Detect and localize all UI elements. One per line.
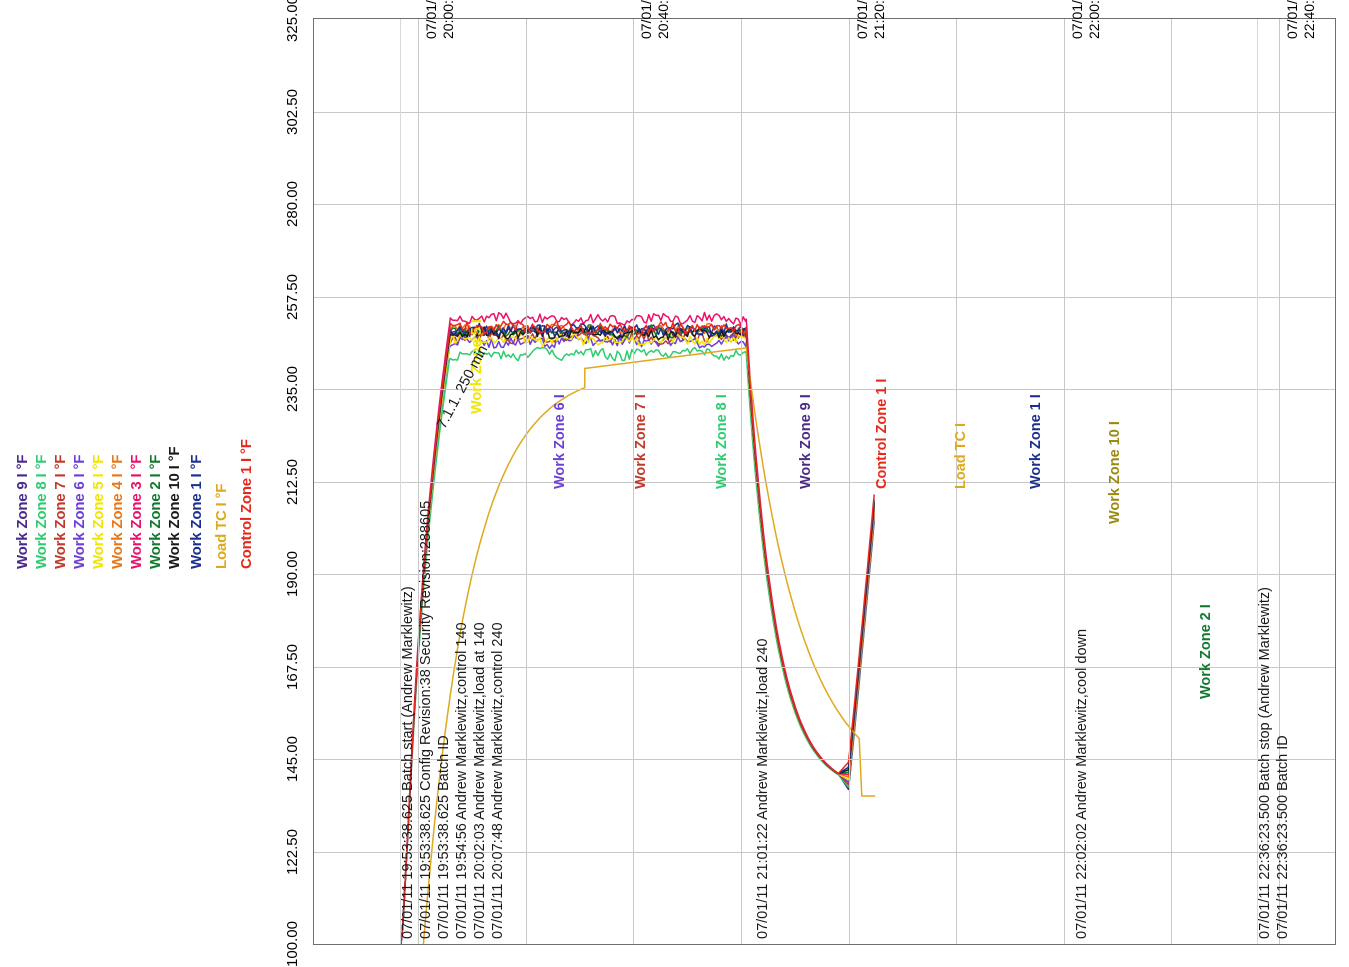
x-axis-tick-time: 21:20:00: [871, 0, 887, 39]
grid-line-horizontal: [314, 204, 1335, 205]
legend: Work Zone 9 I °F Work Zone 8 I °F Work Zon…: [0, 0, 265, 964]
legend-item-label: Work Zone 3 I °F: [128, 454, 145, 569]
event-annotation-label: 07/01/11 22:36:23.500 Batch ID: [1275, 735, 1291, 939]
y-axis-tick-label: 257.50: [284, 273, 301, 320]
legend-item-label: Work Zone 10 I °F: [166, 446, 183, 569]
legend-item-label: Work Zone 5 I °F: [90, 454, 107, 569]
series-tag-label: Work Zone 1 I: [1028, 394, 1044, 489]
event-marker-line: [1257, 19, 1258, 944]
x-axis-tick-time: 20:00:00: [440, 0, 456, 39]
event-annotation-label: 07/01/11 22:02:02 Andrew Marklewitz,cool…: [1074, 628, 1090, 939]
legend-item-label: Work Zone 7 I °F: [52, 454, 69, 569]
event-annotation-label: 07/01/11 21:01:22 Andrew Marklewitz,load…: [755, 638, 771, 939]
x-axis-tick-time: 22:00:00: [1086, 0, 1102, 39]
y-axis-tick-label: 302.50: [284, 88, 301, 135]
grid-line-horizontal: [314, 296, 1335, 298]
series-tag-label: Work Zone 2 I: [1198, 604, 1214, 699]
event-annotation-label: 07/01/11 19:53:38.625 Config Revision:38…: [418, 500, 434, 939]
y-axis: 100.00 122.50 145.00 167.50 190.00 212.50 235.…: [268, 0, 312, 967]
event-annotation-label: 07/01/11 19:53:38.625 Batch ID: [436, 735, 452, 939]
chart-plot-area[interactable]: 07/01/11 20:00:00 07/01/11 20:40:00 07/01/11…: [313, 0, 1336, 945]
y-axis-tick-label: 167.50: [284, 643, 301, 690]
event-annotation-label: 07/01/11 19:54:56 Andrew Marklewitz,cont…: [454, 622, 470, 939]
y-axis-tick-label: 100.00: [284, 921, 301, 967]
legend-item-label: Work Zone 9 I °F: [14, 454, 31, 569]
series-tag-label: Work Zone 9 I: [798, 394, 814, 489]
series-lines: [400, 311, 876, 944]
y-axis-tick-label: 280.00: [284, 181, 301, 227]
y-axis-tick-label: 325.00: [284, 0, 301, 42]
y-axis-tick-label: 212.50: [284, 458, 301, 505]
y-axis-tick-label: 145.00: [284, 736, 301, 782]
grid-line-horizontal: [314, 666, 1335, 668]
legend-item-label: Work Zone 4 I °F: [109, 454, 126, 569]
event-annotation-label: 07/01/11 22:36:23.500 Batch stop (Andrew…: [1257, 587, 1273, 939]
event-marker-line: [400, 19, 401, 944]
grid-line-horizontal: [314, 759, 1335, 760]
y-axis-tick-label: 235.00: [284, 366, 301, 412]
event-annotation-label: 07/01/11 19:53:38.625 Batch start (Andre…: [400, 586, 416, 939]
legend-item-label: Work Zone 1 I °F: [188, 454, 205, 569]
event-annotation-label: 07/01/11 20:02:03 Andrew Marklewitz,load…: [472, 622, 488, 939]
series-tag-label: Work Zone 6 I: [552, 394, 568, 489]
series-line-control-zone-1-i: [400, 320, 875, 944]
grid-line-horizontal: [314, 574, 1335, 575]
x-axis-tick-date: 07/01/11: [1284, 0, 1300, 39]
grid-line-horizontal: [314, 111, 1335, 113]
legend-item-label: Work Zone 8 I °F: [33, 454, 50, 569]
x-axis-tick-date: 07/01/11: [1069, 0, 1085, 39]
x-axis-tick-date: 07/01/11: [423, 0, 439, 39]
legend-item-label: Work Zone 6 I °F: [71, 454, 88, 569]
y-axis-tick-label: 122.50: [284, 828, 301, 875]
grid-line-horizontal: [314, 481, 1335, 483]
event-annotation-label: 07/01/11 20:07:48 Andrew Marklewitz,cont…: [490, 622, 506, 939]
legend-item-label: Load TC I °F: [213, 483, 230, 569]
x-axis-tick-time: 20:40:00: [655, 0, 671, 39]
grid-line-horizontal: [314, 389, 1335, 390]
x-axis-tick-date: 07/01/11: [638, 0, 654, 39]
legend-item-label: Control Zone 1 I °F: [238, 439, 255, 569]
series-line-load-tc-i: [422, 347, 876, 944]
series-tag-label: Work Zone 7 I: [633, 394, 649, 489]
x-axis-tick-time: 22:40:00: [1301, 0, 1317, 39]
grid-line-horizontal: [314, 851, 1335, 853]
series-tag-label: Work Zone 10 I: [1107, 421, 1123, 524]
y-axis-tick-label: 190.00: [284, 551, 301, 597]
series-tag-label: Work Zone 8 I: [714, 394, 730, 489]
series-tag-label: Load TC I: [953, 422, 969, 489]
series-tag-label: Control Zone 1 I: [874, 378, 890, 489]
x-axis-tick-date: 07/01/11: [854, 0, 870, 39]
legend-item-label: Work Zone 2 I °F: [147, 454, 164, 569]
